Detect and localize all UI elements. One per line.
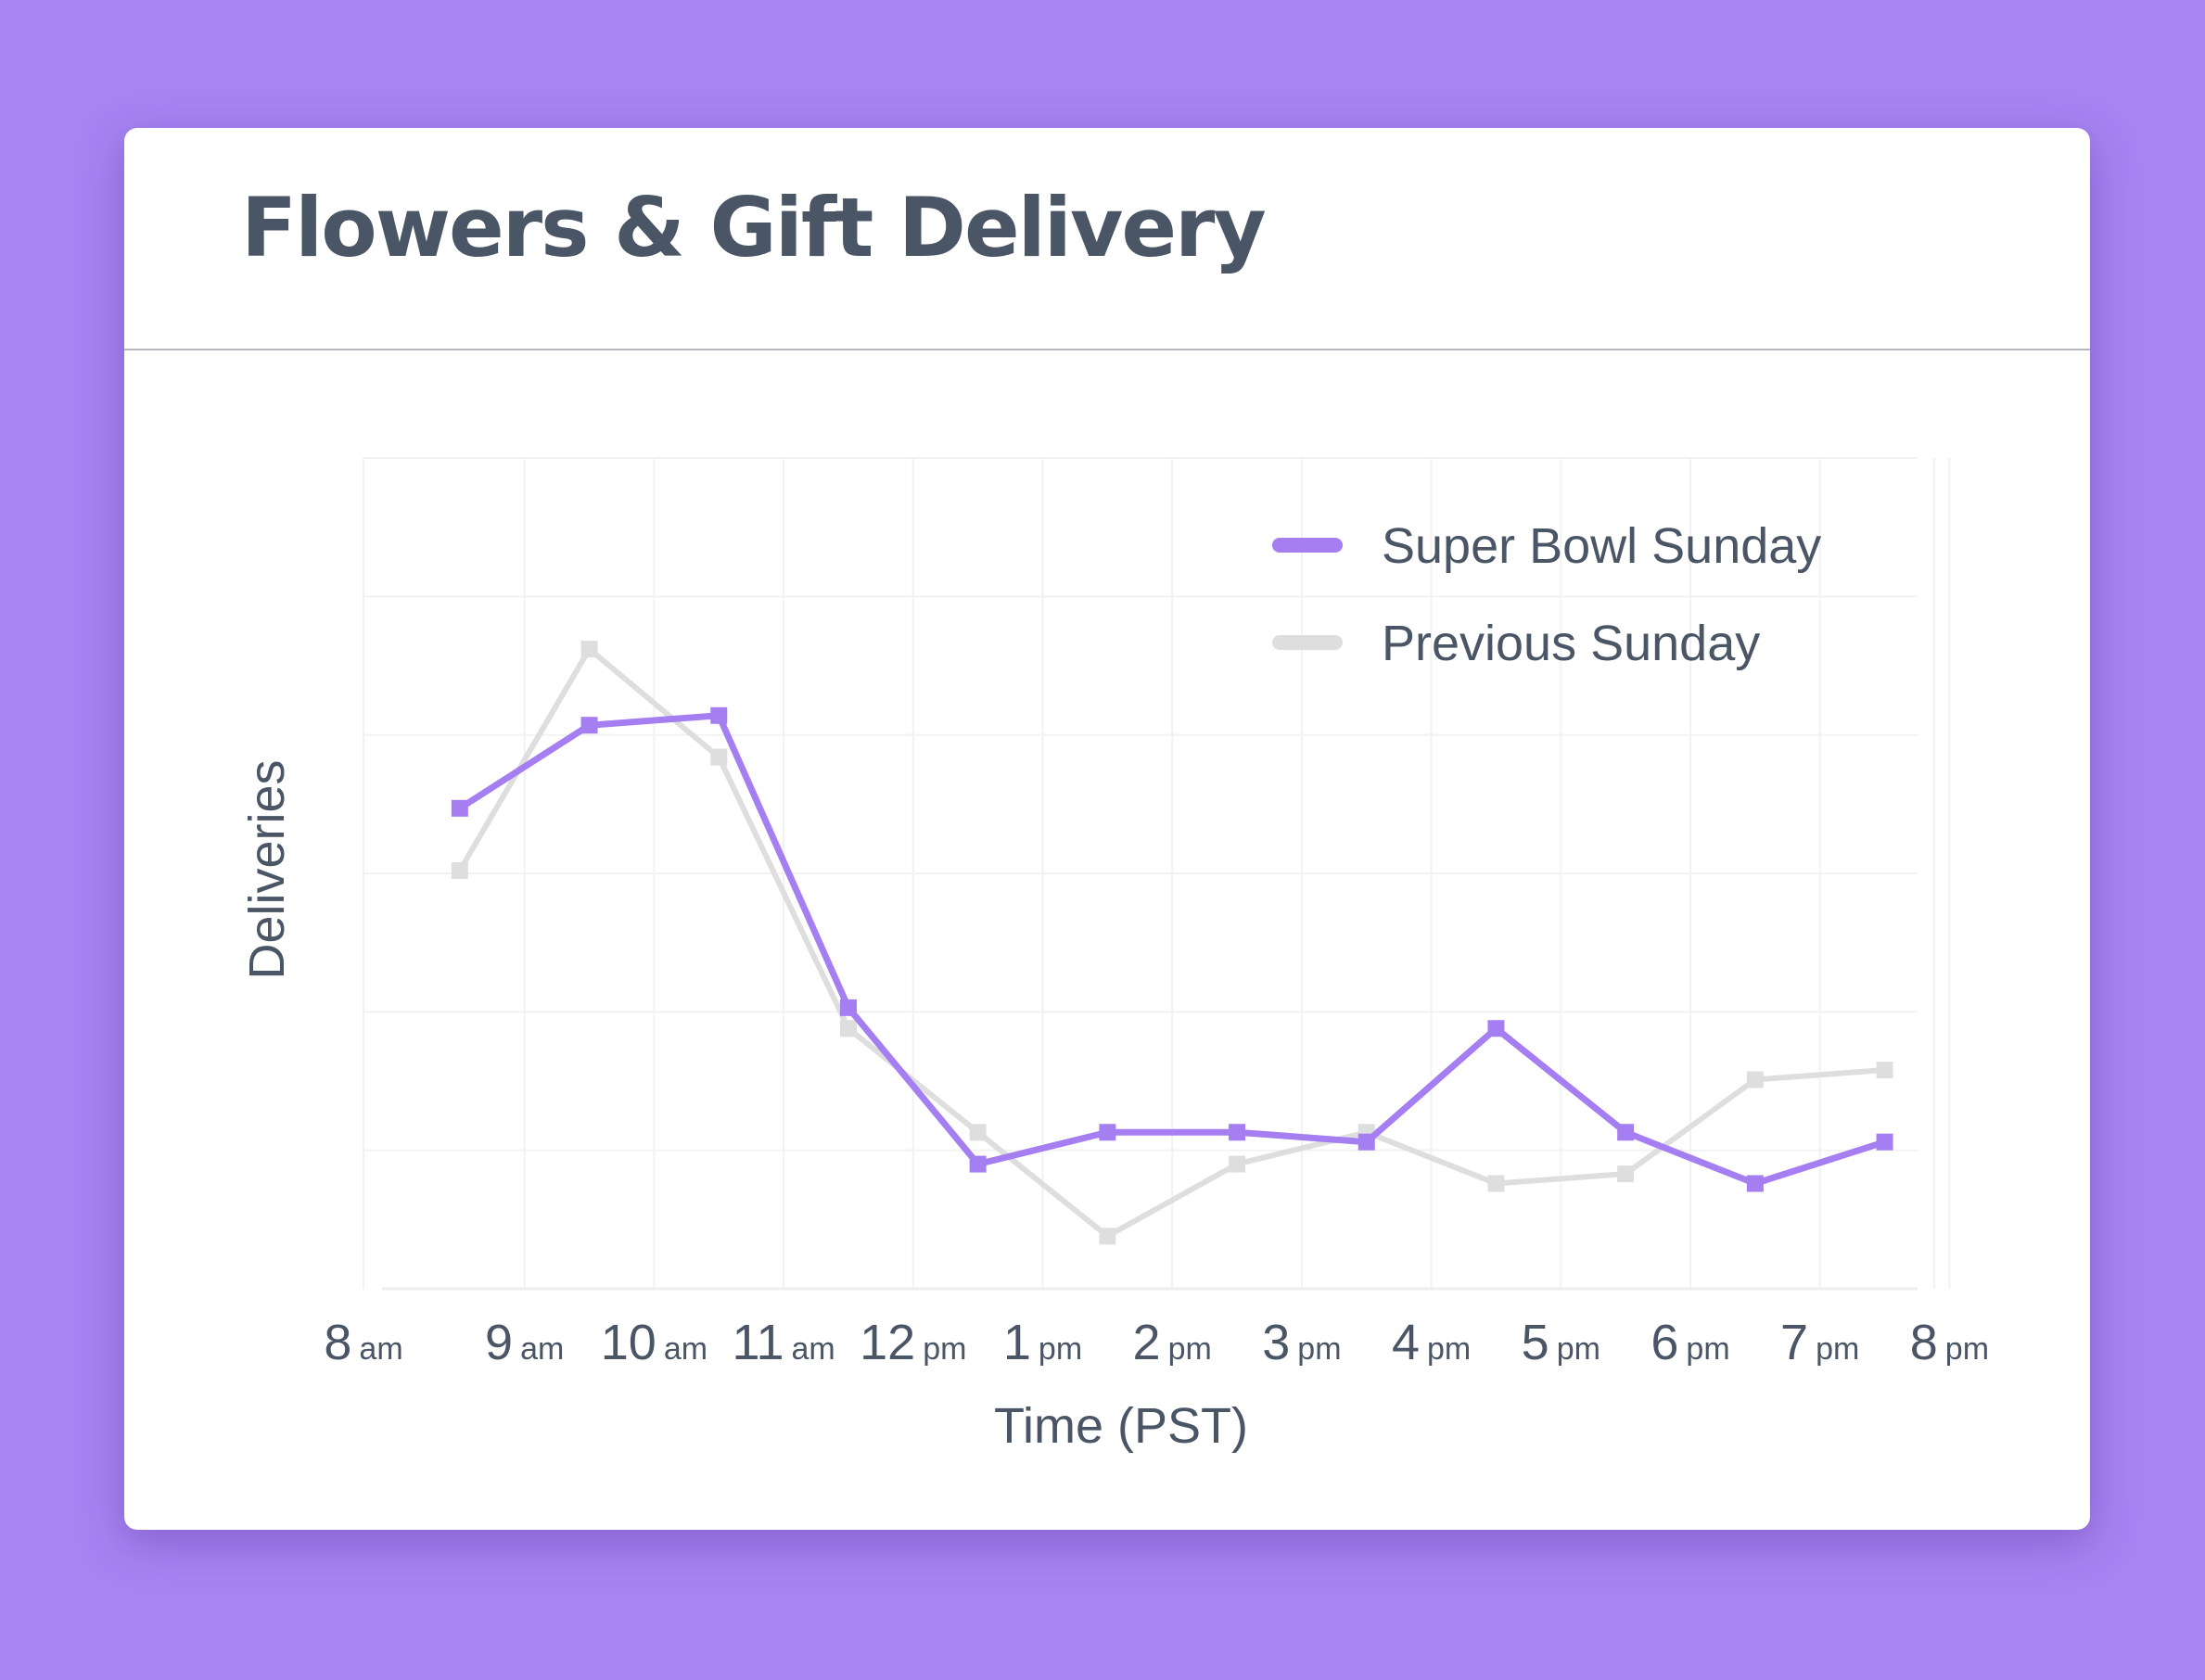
data-point	[1487, 1020, 1505, 1037]
chart-title: Flowers & Gift Delivery	[241, 180, 1267, 275]
data-point	[1357, 1133, 1375, 1151]
data-point	[969, 1155, 987, 1173]
data-point	[969, 1124, 987, 1141]
data-point	[1876, 1062, 1893, 1079]
x-tick-label: 11 am	[732, 1315, 835, 1370]
data-point	[1617, 1124, 1635, 1141]
x-tick-label: 9 am	[485, 1315, 564, 1370]
x-tick-label: 3 pm	[1262, 1315, 1341, 1370]
x-tick-label: 7 pm	[1780, 1315, 1859, 1370]
data-point	[1099, 1124, 1116, 1141]
x-tick-labels: 8 am 9 am 10 am 11 am 12 pm 1 pm 2 pm 3 pm 4 pm 5 pm 6 pm 7 pm 8…	[324, 1315, 1989, 1370]
series-super-bowl-sunday	[451, 706, 1893, 1192]
x-tick-label: 4 pm	[1392, 1315, 1471, 1370]
series-line	[457, 712, 1886, 1188]
data-point	[1746, 1071, 1764, 1088]
card-header: Flowers & Gift Delivery	[124, 128, 2090, 350]
data-point	[451, 862, 468, 880]
data-point	[1487, 1175, 1505, 1192]
legend: Super Bowl Sunday Previous Sunday	[1272, 518, 1821, 671]
data-point	[710, 706, 728, 724]
series-previous-sunday	[451, 641, 1893, 1245]
data-point	[1099, 1228, 1116, 1245]
data-point	[580, 641, 598, 658]
data-point	[1617, 1165, 1635, 1183]
x-tick-label: 8 pm	[1910, 1315, 1989, 1370]
series-layer	[451, 641, 1893, 1245]
data-point	[1746, 1175, 1764, 1192]
x-tick-label: 6 pm	[1651, 1315, 1729, 1370]
data-point	[839, 999, 857, 1016]
line-chart: 8 am 9 am 10 am 11 am 12 pm 1 pm 2 pm 3 pm 4 pm 5 pm 6 pm 7 pm 8…	[239, 457, 1989, 1454]
x-tick-label: 12 pm	[860, 1315, 966, 1370]
x-tick-label: 5 pm	[1522, 1315, 1600, 1370]
series-line	[457, 646, 1885, 1240]
chart-card: Flowers & Gift Delivery 8 am 9 am 10 am 11 am 12…	[124, 128, 2090, 1530]
legend-item: Super Bowl Sunday	[1272, 518, 1821, 574]
x-tick-label: 10 am	[601, 1315, 707, 1370]
legend-label: Super Bowl Sunday	[1382, 518, 1821, 574]
x-axis-title: Time (PST)	[994, 1398, 1248, 1454]
legend-item: Previous Sunday	[1272, 616, 1760, 671]
x-tick-label: 1 pm	[1003, 1315, 1082, 1370]
data-point	[1229, 1155, 1246, 1173]
y-axis-title: Deliveries	[239, 759, 295, 979]
x-tick-label: 8 am	[324, 1315, 402, 1370]
data-point	[1229, 1124, 1246, 1141]
data-point	[1876, 1133, 1893, 1151]
data-point	[580, 717, 598, 734]
plot-area: 8 am 9 am 10 am 11 am 12 pm 1 pm 2 pm 3 pm 4 pm 5 pm 6 pm 7 pm 8…	[324, 457, 1989, 1370]
legend-label: Previous Sunday	[1382, 616, 1760, 671]
data-point	[839, 1020, 857, 1037]
x-tick-label: 2 pm	[1133, 1315, 1212, 1370]
data-point	[710, 748, 728, 766]
data-point	[451, 799, 468, 817]
